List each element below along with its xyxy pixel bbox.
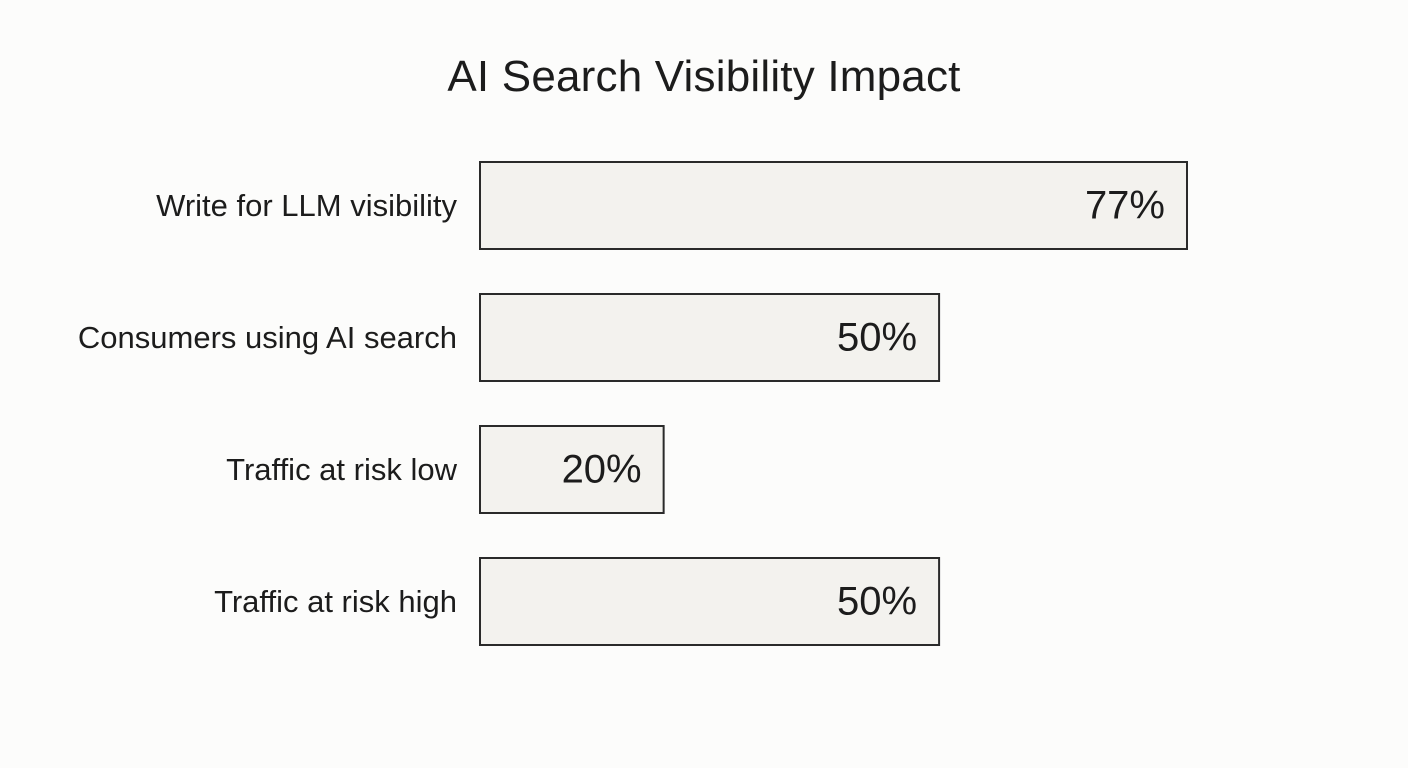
category-label-1: Write for LLM visibility xyxy=(156,188,457,223)
bar-2 xyxy=(479,293,941,382)
value-label-4: 50% xyxy=(837,580,917,624)
bar-4 xyxy=(479,557,941,646)
value-label-3: 20% xyxy=(562,448,642,492)
bar-1 xyxy=(479,161,1188,250)
category-label-3: Traffic at risk low xyxy=(226,452,457,487)
value-label-1: 77% xyxy=(1085,184,1165,228)
category-label-4: Traffic at risk high xyxy=(214,584,457,619)
value-label-2: 50% xyxy=(837,316,917,360)
bar-3 xyxy=(479,425,665,514)
chart-title: AI Search Visibility Impact xyxy=(447,52,961,101)
category-label-2: Consumers using AI search xyxy=(78,320,457,355)
